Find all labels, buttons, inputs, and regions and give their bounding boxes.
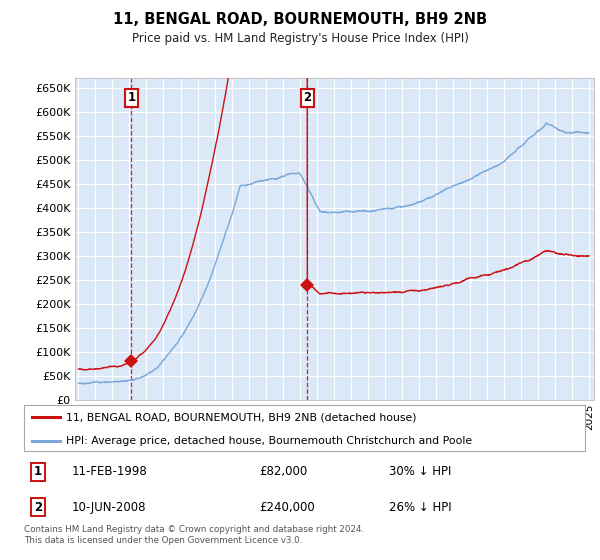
Text: 10-JUN-2008: 10-JUN-2008 [71, 501, 146, 514]
Text: Contains HM Land Registry data © Crown copyright and database right 2024.
This d: Contains HM Land Registry data © Crown c… [24, 525, 364, 545]
Text: 2: 2 [34, 501, 42, 514]
Text: Price paid vs. HM Land Registry's House Price Index (HPI): Price paid vs. HM Land Registry's House … [131, 32, 469, 45]
Text: HPI: Average price, detached house, Bournemouth Christchurch and Poole: HPI: Average price, detached house, Bour… [66, 436, 472, 446]
Text: 2: 2 [303, 91, 311, 104]
Text: 11-FEB-1998: 11-FEB-1998 [71, 465, 148, 478]
Text: 30% ↓ HPI: 30% ↓ HPI [389, 465, 451, 478]
Text: £82,000: £82,000 [260, 465, 308, 478]
Text: 1: 1 [34, 465, 42, 478]
Text: £240,000: £240,000 [260, 501, 316, 514]
Text: 26% ↓ HPI: 26% ↓ HPI [389, 501, 451, 514]
Text: 11, BENGAL ROAD, BOURNEMOUTH, BH9 2NB (detached house): 11, BENGAL ROAD, BOURNEMOUTH, BH9 2NB (d… [66, 412, 416, 422]
Text: 1: 1 [127, 91, 136, 104]
Text: 11, BENGAL ROAD, BOURNEMOUTH, BH9 2NB: 11, BENGAL ROAD, BOURNEMOUTH, BH9 2NB [113, 12, 487, 27]
